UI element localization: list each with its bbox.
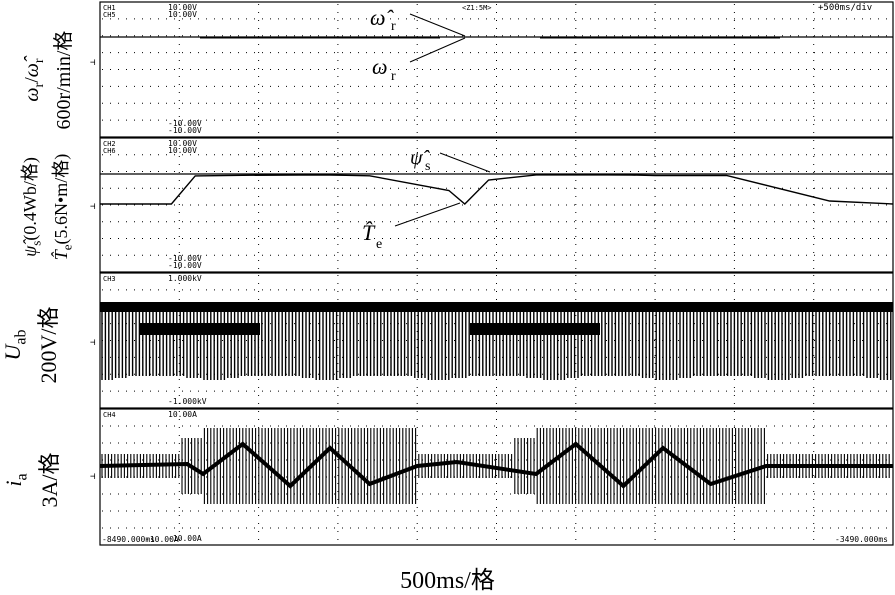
- ylabel-panel-3: Uab 200V/格: [0, 306, 62, 384]
- bottom-scale-value: -10.00A: [168, 534, 202, 543]
- panel-frame: [99, 272, 894, 409]
- ground-marker: ⊣: [90, 58, 95, 68]
- channel-label: CH1: [103, 4, 116, 12]
- timebase-readout: +500ms/div: [818, 3, 872, 13]
- trace-Te-hat: [100, 174, 894, 205]
- zoom-indicator: <Z1:5M>: [462, 4, 492, 12]
- ch4-bottom-value: -10.00A: [145, 535, 179, 544]
- annotation-leader: [409, 13, 466, 37]
- annotation-omega-hat-sub: r: [391, 19, 396, 34]
- top-scale-value: 10.00V: [168, 139, 197, 148]
- channel-label: CH2: [103, 140, 116, 148]
- top-scale-value: 10.00A: [168, 410, 197, 419]
- trace-Uab: [101, 302, 892, 380]
- panel-frame: [99, 1, 894, 138]
- annotation-Te-sub: e: [376, 237, 382, 252]
- bottom-scale-value: -1.000kV: [168, 397, 207, 406]
- panel-frame: [99, 137, 894, 273]
- x-end-label: -3490.000ms: [835, 535, 888, 544]
- annotation-leader: [409, 37, 466, 63]
- ylabel-panel-4: ia 3A/格: [1, 452, 63, 508]
- ground-marker: ⊣: [90, 338, 95, 348]
- top-scale-value: 10.00V: [168, 3, 197, 12]
- bottom-scale-value: -10.00V: [168, 261, 202, 270]
- panel-grid: [102, 4, 891, 135]
- top-scale-value: 10.00V: [168, 146, 197, 155]
- channel-label: CH6: [103, 147, 116, 155]
- ground-marker: ⊣: [90, 202, 95, 212]
- annotation-leader: [439, 152, 491, 173]
- trace-Uab-band: [470, 323, 600, 335]
- annotation-omega-sub: r: [391, 69, 396, 84]
- panel-frame: [99, 408, 894, 546]
- bottom-scale-value: -10.00V: [168, 254, 202, 263]
- annotation-leader: [394, 202, 461, 227]
- channel-label: CH5: [103, 11, 116, 19]
- ground-marker: ⊣: [90, 472, 95, 482]
- annotation-Te-hat: T̂: [362, 220, 376, 245]
- channel-label: CH4: [103, 411, 116, 419]
- bottom-scale-value: -10.00V: [168, 126, 202, 135]
- trace-Uab-band: [140, 323, 260, 335]
- channel-label: CH3: [103, 275, 116, 283]
- bottom-scale-value: -10.00V: [168, 119, 202, 128]
- panel-grid: [102, 140, 891, 270]
- annotation-psi-sub: s: [425, 159, 430, 174]
- top-scale-value: 1.000kV: [168, 274, 202, 283]
- trace-ia-envelope: [99, 441, 893, 489]
- annotation-omega: ω: [372, 54, 388, 79]
- trace-Uab-top-band: [100, 302, 893, 312]
- x-start-label: -8490.000ms: [102, 535, 155, 544]
- top-scale-value: 10.00V: [168, 10, 197, 19]
